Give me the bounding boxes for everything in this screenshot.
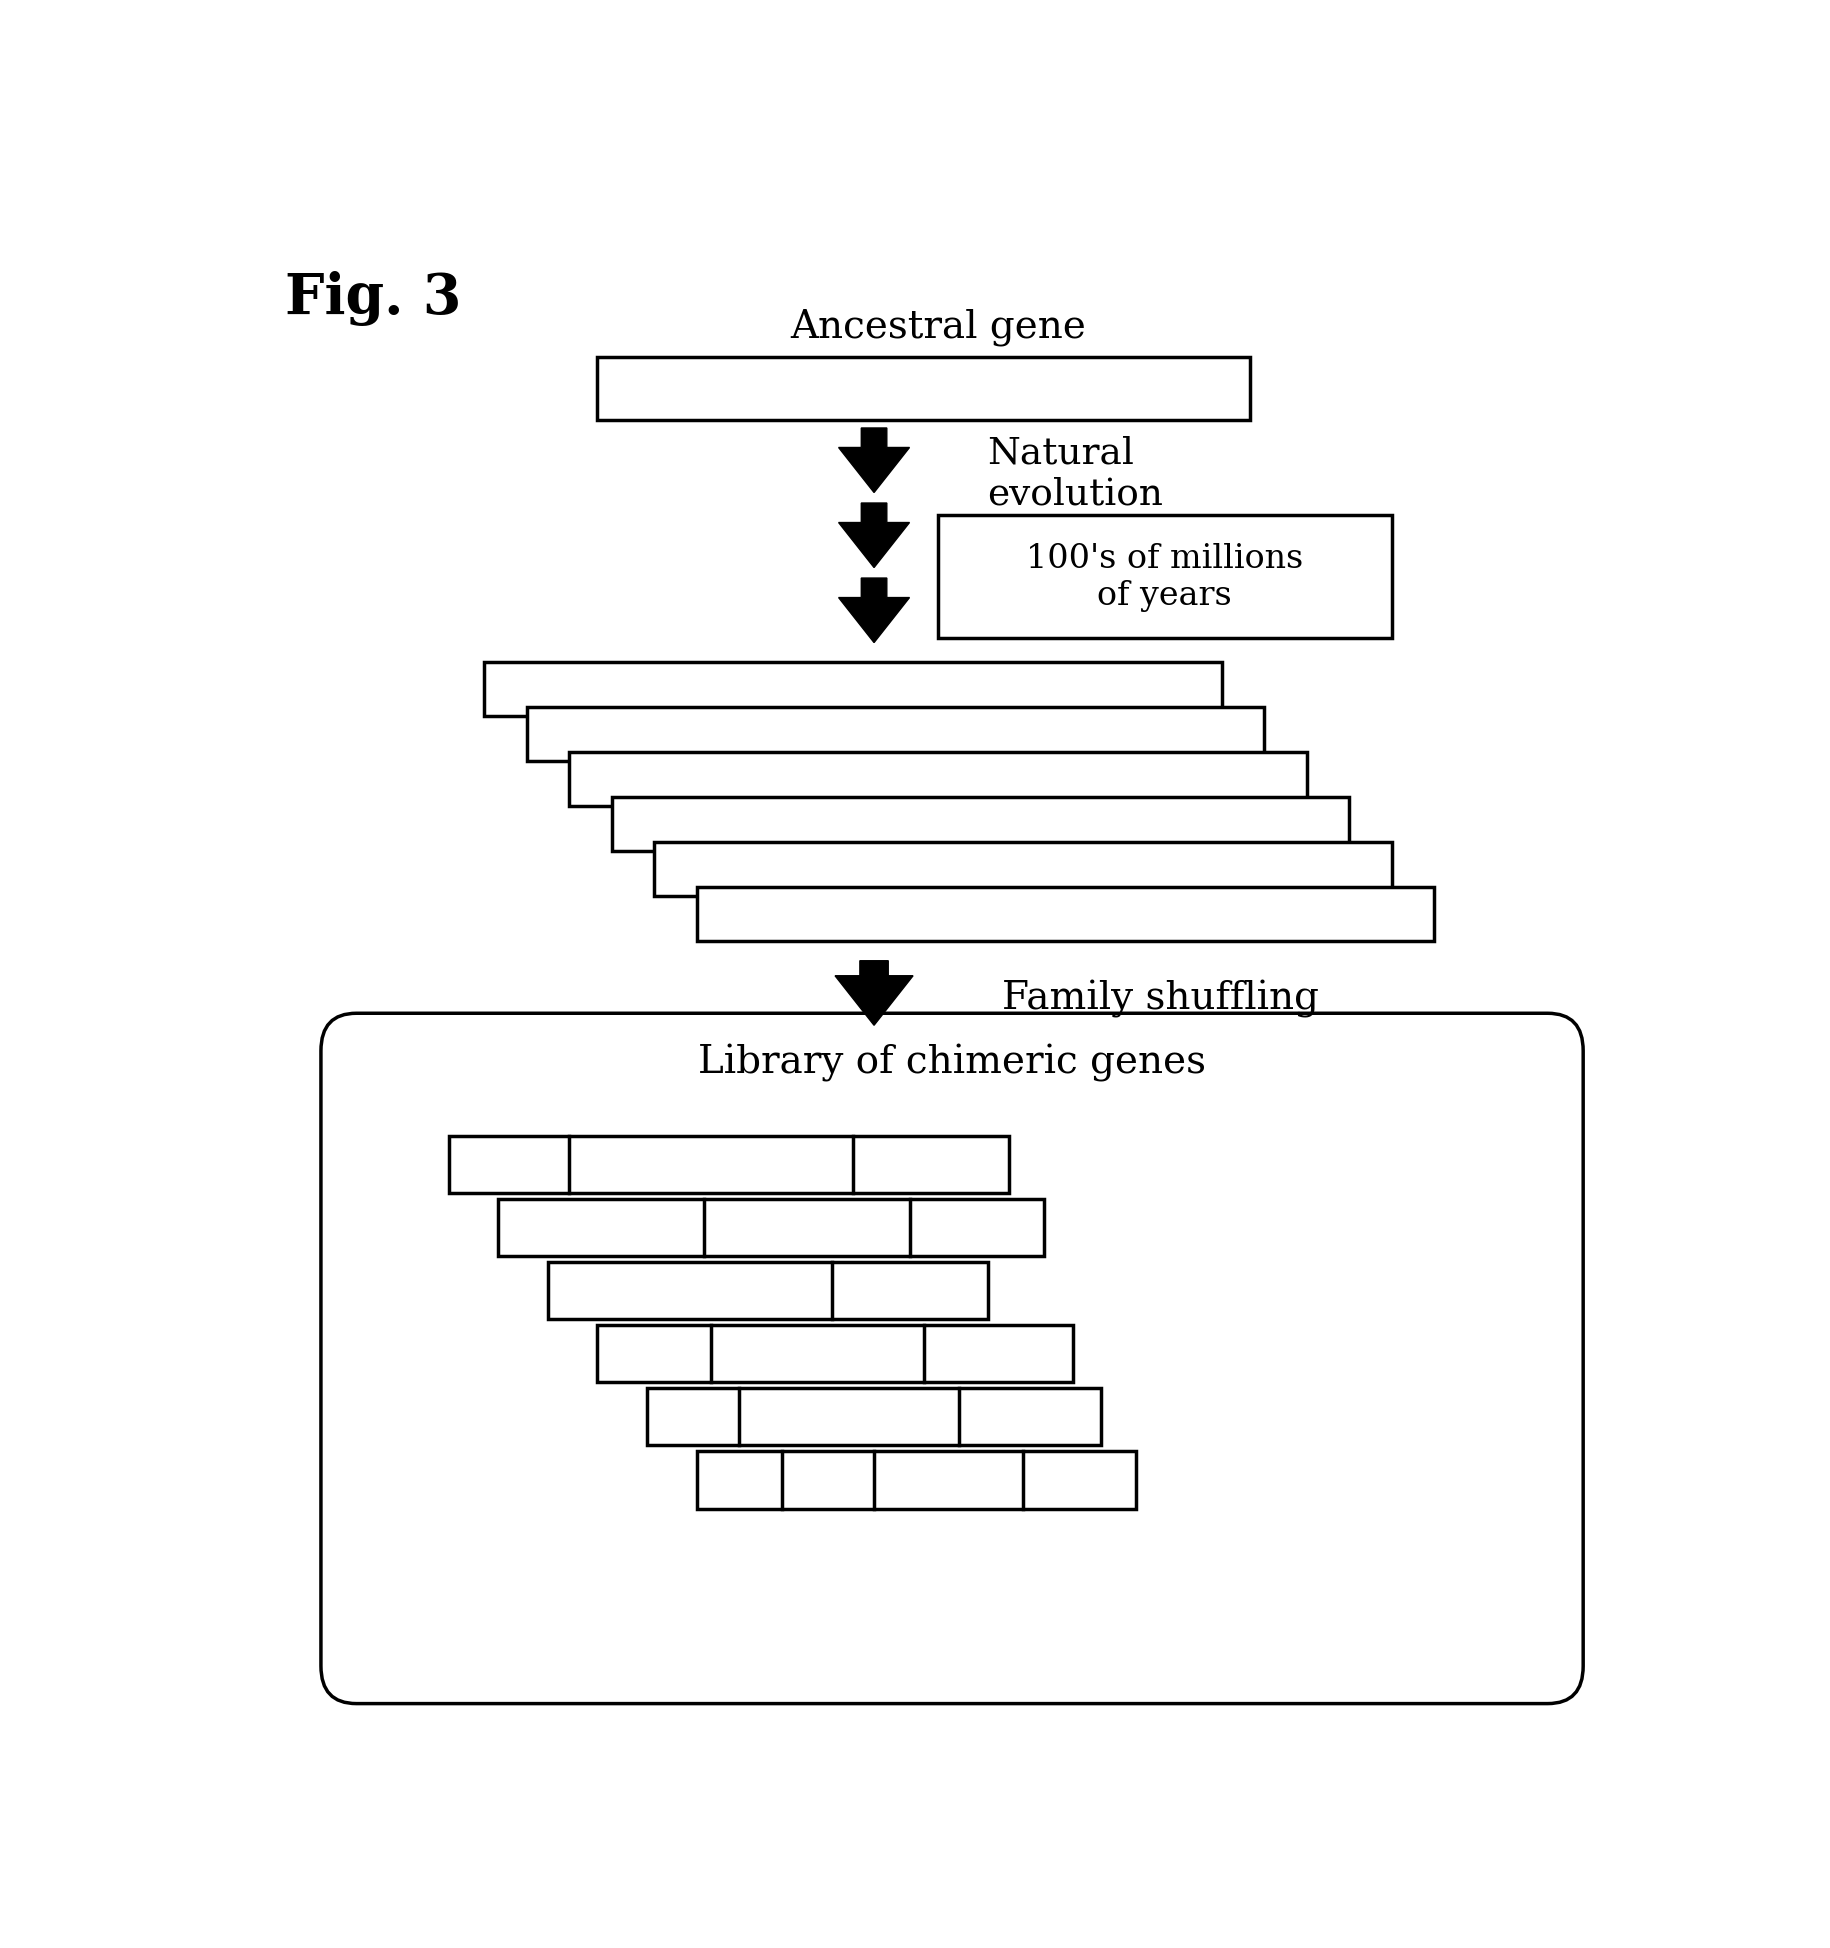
Polygon shape: [838, 429, 910, 493]
FancyBboxPatch shape: [320, 1013, 1583, 1704]
Text: 100's of millions
of years: 100's of millions of years: [1027, 543, 1303, 612]
Polygon shape: [838, 579, 910, 643]
Polygon shape: [838, 505, 910, 569]
Text: Library of chimeric genes: Library of chimeric genes: [697, 1044, 1206, 1081]
FancyBboxPatch shape: [527, 707, 1265, 762]
FancyBboxPatch shape: [483, 662, 1222, 717]
FancyBboxPatch shape: [697, 1451, 1136, 1508]
FancyBboxPatch shape: [937, 516, 1393, 639]
FancyBboxPatch shape: [597, 1327, 1072, 1383]
Text: Natural
evolution: Natural evolution: [988, 434, 1164, 512]
FancyBboxPatch shape: [569, 752, 1307, 806]
Text: Ancestral gene: Ancestral gene: [791, 310, 1085, 347]
FancyBboxPatch shape: [697, 888, 1435, 941]
Text: Fig. 3: Fig. 3: [285, 271, 461, 325]
FancyBboxPatch shape: [448, 1138, 1008, 1194]
Text: Family shuffling: Family shuffling: [1001, 980, 1319, 1017]
FancyBboxPatch shape: [648, 1389, 1102, 1445]
FancyBboxPatch shape: [547, 1262, 988, 1319]
FancyBboxPatch shape: [611, 799, 1349, 851]
Polygon shape: [834, 960, 913, 1027]
FancyBboxPatch shape: [498, 1200, 1045, 1256]
FancyBboxPatch shape: [653, 843, 1393, 896]
FancyBboxPatch shape: [597, 358, 1250, 421]
